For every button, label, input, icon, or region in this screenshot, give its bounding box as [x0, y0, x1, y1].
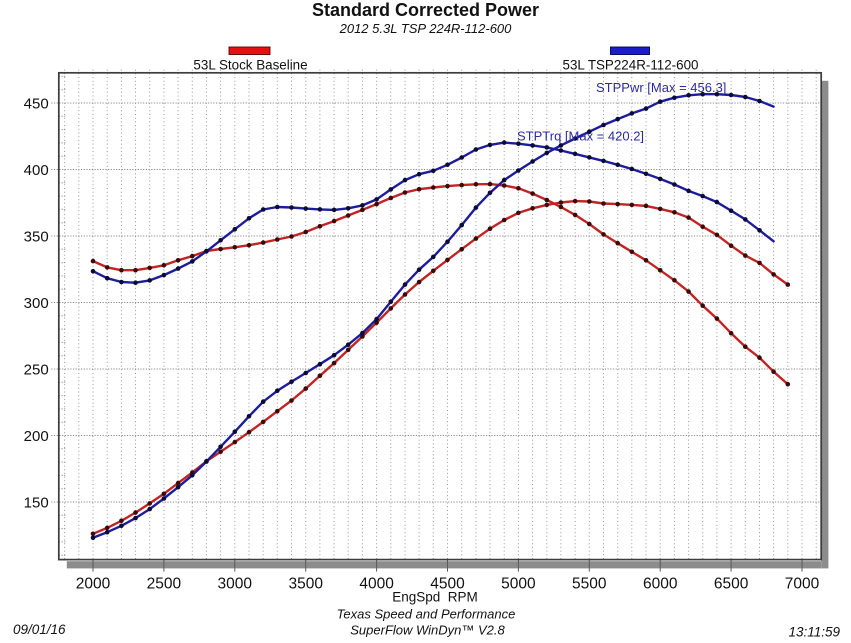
svg-text:250: 250 — [24, 361, 49, 378]
svg-text:450: 450 — [24, 95, 49, 112]
svg-text:3500: 3500 — [288, 576, 323, 593]
svg-text:2500: 2500 — [147, 576, 182, 593]
svg-text:SuperFlow WinDyn™ V2.8: SuperFlow WinDyn™ V2.8 — [350, 623, 505, 638]
svg-text:6500: 6500 — [714, 576, 749, 593]
svg-text:Texas Speed and Performance: Texas Speed and Performance — [337, 607, 516, 622]
svg-text:150: 150 — [24, 494, 49, 511]
svg-text:400: 400 — [24, 162, 49, 179]
svg-text:53L TSP224R-112-600: 53L TSP224R-112-600 — [563, 58, 699, 73]
svg-text:Standard Corrected Power: Standard Corrected Power — [312, 0, 539, 20]
svg-text:350: 350 — [24, 228, 49, 245]
svg-text:2000: 2000 — [76, 576, 111, 593]
svg-text:09/01/16: 09/01/16 — [13, 622, 66, 637]
svg-text:5000: 5000 — [501, 576, 536, 593]
svg-text:200: 200 — [24, 428, 49, 445]
svg-text:4500: 4500 — [430, 576, 465, 593]
svg-text:300: 300 — [24, 295, 49, 312]
svg-text:STPPwr [Max = 456.3]: STPPwr [Max = 456.3] — [596, 80, 726, 95]
svg-text:7000: 7000 — [785, 576, 820, 593]
svg-text:53L Stock Baseline: 53L Stock Baseline — [193, 58, 307, 73]
svg-text:5500: 5500 — [572, 576, 607, 593]
svg-text:4000: 4000 — [359, 576, 394, 593]
svg-text:13:11:59: 13:11:59 — [788, 625, 840, 639]
svg-text:3000: 3000 — [218, 576, 253, 593]
svg-text:2012 5.3L TSP 224R-112-600: 2012 5.3L TSP 224R-112-600 — [339, 21, 513, 36]
svg-text:6000: 6000 — [643, 576, 678, 593]
svg-text:EngSpd RPM: EngSpd RPM — [392, 590, 478, 605]
svg-text:STPTrq [Max = 420.2]: STPTrq [Max = 420.2] — [517, 129, 644, 144]
